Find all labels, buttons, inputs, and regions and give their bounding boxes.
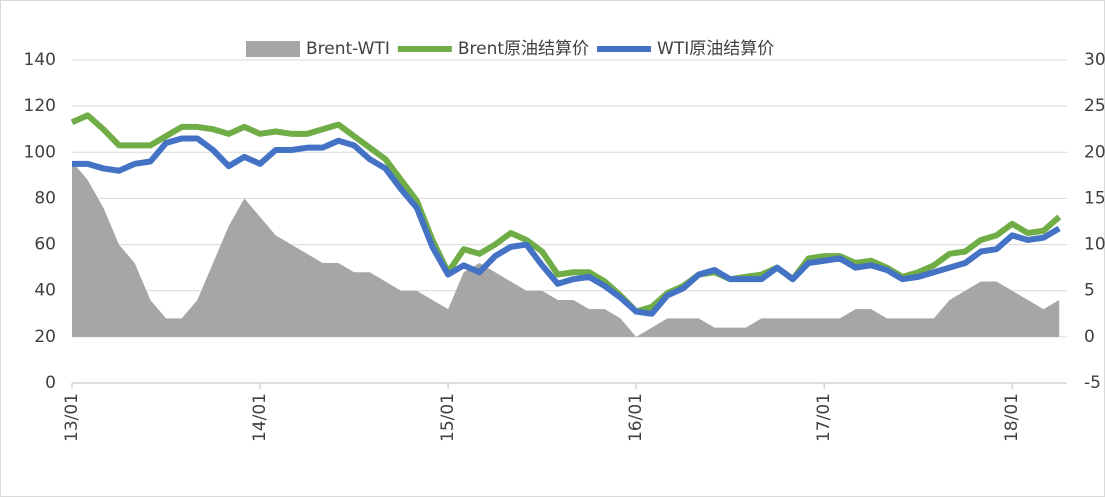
y-tick-label: 140 [24, 50, 56, 70]
y2-tick-label: 30 [1084, 50, 1105, 70]
y-tick-label: 0 [45, 373, 56, 393]
y-tick-label: 40 [34, 281, 56, 301]
x-tick-label: 14/01 [250, 393, 270, 442]
y-tick-label: 80 [34, 188, 56, 208]
y2-tick-label: 10 [1084, 235, 1105, 255]
y-tick-label: 60 [34, 235, 56, 255]
y2-tick-label: 5 [1084, 281, 1095, 301]
legend-label: Brent原油结算价 [458, 39, 589, 59]
line [72, 135, 1061, 317]
x-tick-label: 15/01 [438, 393, 458, 442]
y-tick-label: 120 [24, 96, 56, 116]
area [72, 161, 1060, 337]
x-tick-label: 13/01 [62, 393, 82, 442]
y2-tick-label: 15 [1084, 188, 1105, 208]
legend-label: Brent-WTI [306, 39, 390, 59]
y-tick-label: 20 [34, 327, 56, 347]
y2-tick-label: 20 [1084, 142, 1105, 162]
y2-tick-label: -5 [1084, 373, 1101, 393]
x-tick-label: 16/01 [626, 393, 646, 442]
x-tick-label: 18/01 [1002, 393, 1022, 442]
y2-tick-label: 25 [1084, 96, 1105, 116]
legend-swatch [246, 41, 300, 57]
legend-label: WTI原油结算价 [657, 39, 774, 59]
y-tick-label: 100 [24, 142, 56, 162]
x-tick-label: 17/01 [814, 393, 834, 442]
y2-tick-label: 0 [1084, 327, 1095, 347]
